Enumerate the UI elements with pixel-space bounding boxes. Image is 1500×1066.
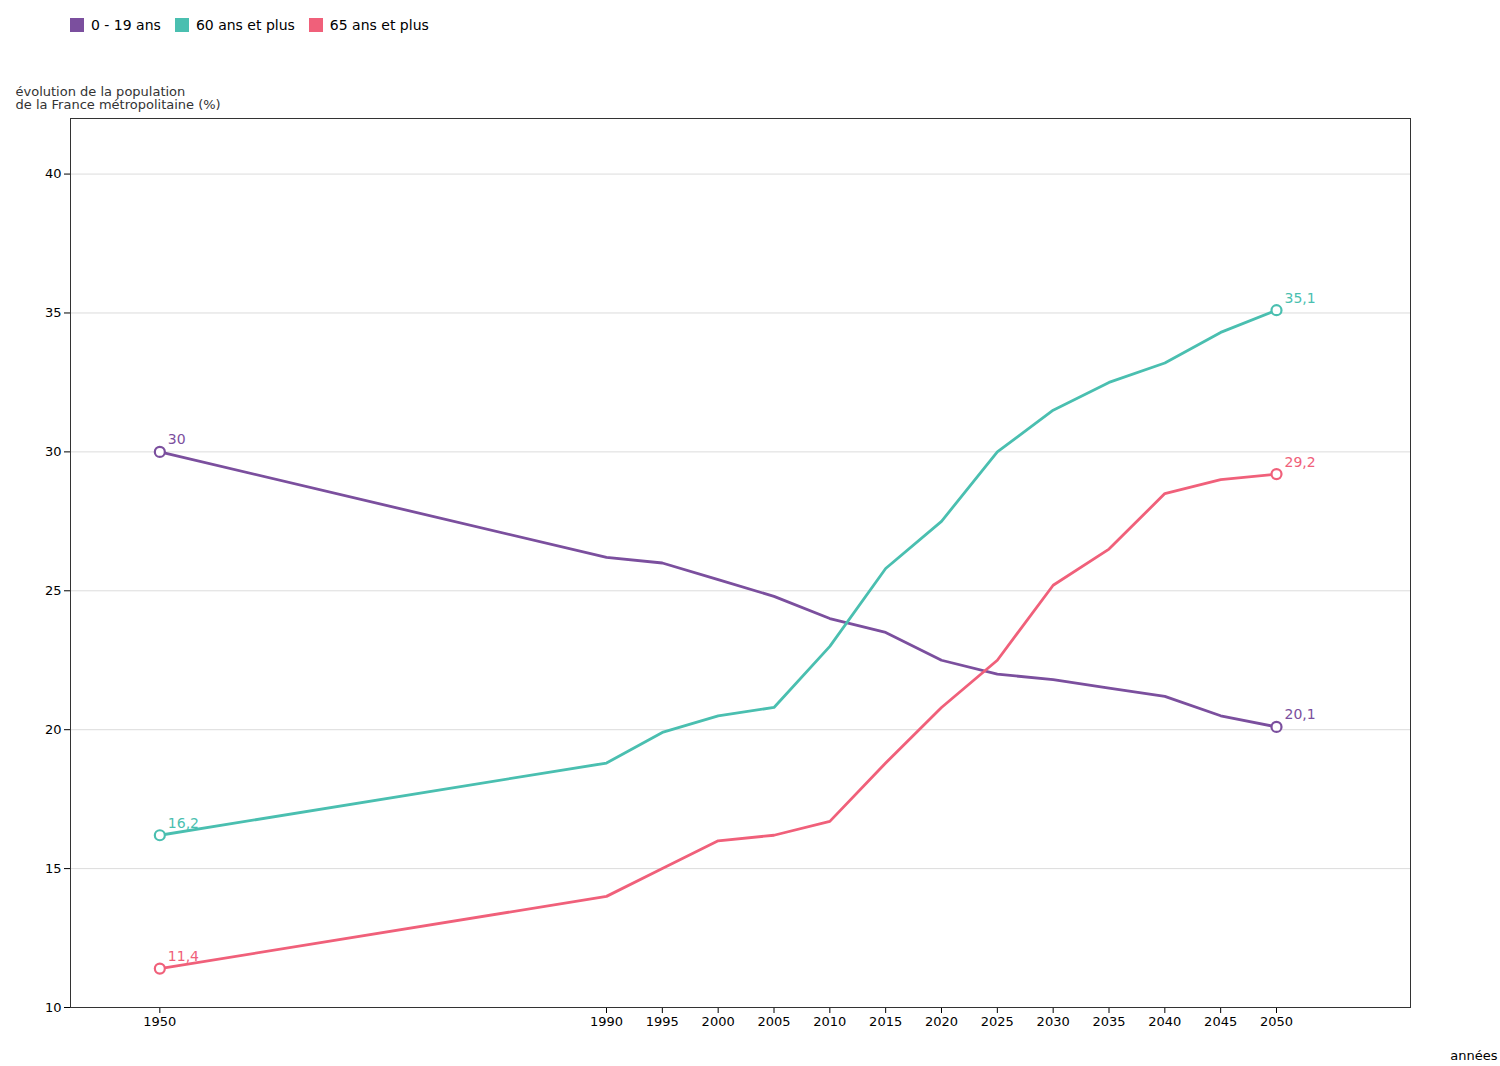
- svg-text:évolution de la populationde l: évolution de la populationde la France m…: [16, 84, 221, 112]
- svg-text:2040: 2040: [1148, 1014, 1181, 1029]
- svg-text:35: 35: [45, 305, 62, 320]
- svg-text:16,2: 16,2: [168, 815, 199, 831]
- svg-text:2030: 2030: [1037, 1014, 1070, 1029]
- svg-text:20,1: 20,1: [1285, 706, 1316, 722]
- svg-text:2015: 2015: [869, 1014, 902, 1029]
- svg-text:10: 10: [45, 1000, 62, 1015]
- svg-text:20: 20: [45, 722, 62, 737]
- html-text:65 ans et plus: 65 ans et plus: [329, 16, 429, 33]
- svg-text:11,4: 11,4: [168, 948, 199, 964]
- svg-text:29,2: 29,2: [1285, 454, 1316, 470]
- svg-text:1995: 1995: [646, 1014, 679, 1029]
- svg-text:1990: 1990: [590, 1014, 623, 1029]
- svg-text:1950: 1950: [143, 1014, 176, 1029]
- svg-text:25: 25: [45, 583, 62, 598]
- svg-text:2050: 2050: [1260, 1014, 1293, 1029]
- svg-text:2020: 2020: [925, 1014, 958, 1029]
- svg-text:2045: 2045: [1204, 1014, 1237, 1029]
- html-text:60 ans et plus: 60 ans et plus: [195, 16, 295, 33]
- svg-text:30: 30: [168, 431, 186, 447]
- svg-text:35,1: 35,1: [1285, 290, 1316, 306]
- svg-text:2005: 2005: [757, 1014, 790, 1029]
- svg-text:2000: 2000: [702, 1014, 735, 1029]
- svg-text:années: années: [1450, 1048, 1497, 1063]
- svg-text:40: 40: [45, 166, 62, 181]
- svg-text:15: 15: [45, 861, 62, 876]
- svg-text:2025: 2025: [981, 1014, 1014, 1029]
- svg-text:2035: 2035: [1092, 1014, 1125, 1029]
- svg-text:30: 30: [45, 444, 62, 459]
- svg-text:2010: 2010: [813, 1014, 846, 1029]
- html-text:0 - 19 ans: 0 - 19 ans: [91, 16, 161, 33]
